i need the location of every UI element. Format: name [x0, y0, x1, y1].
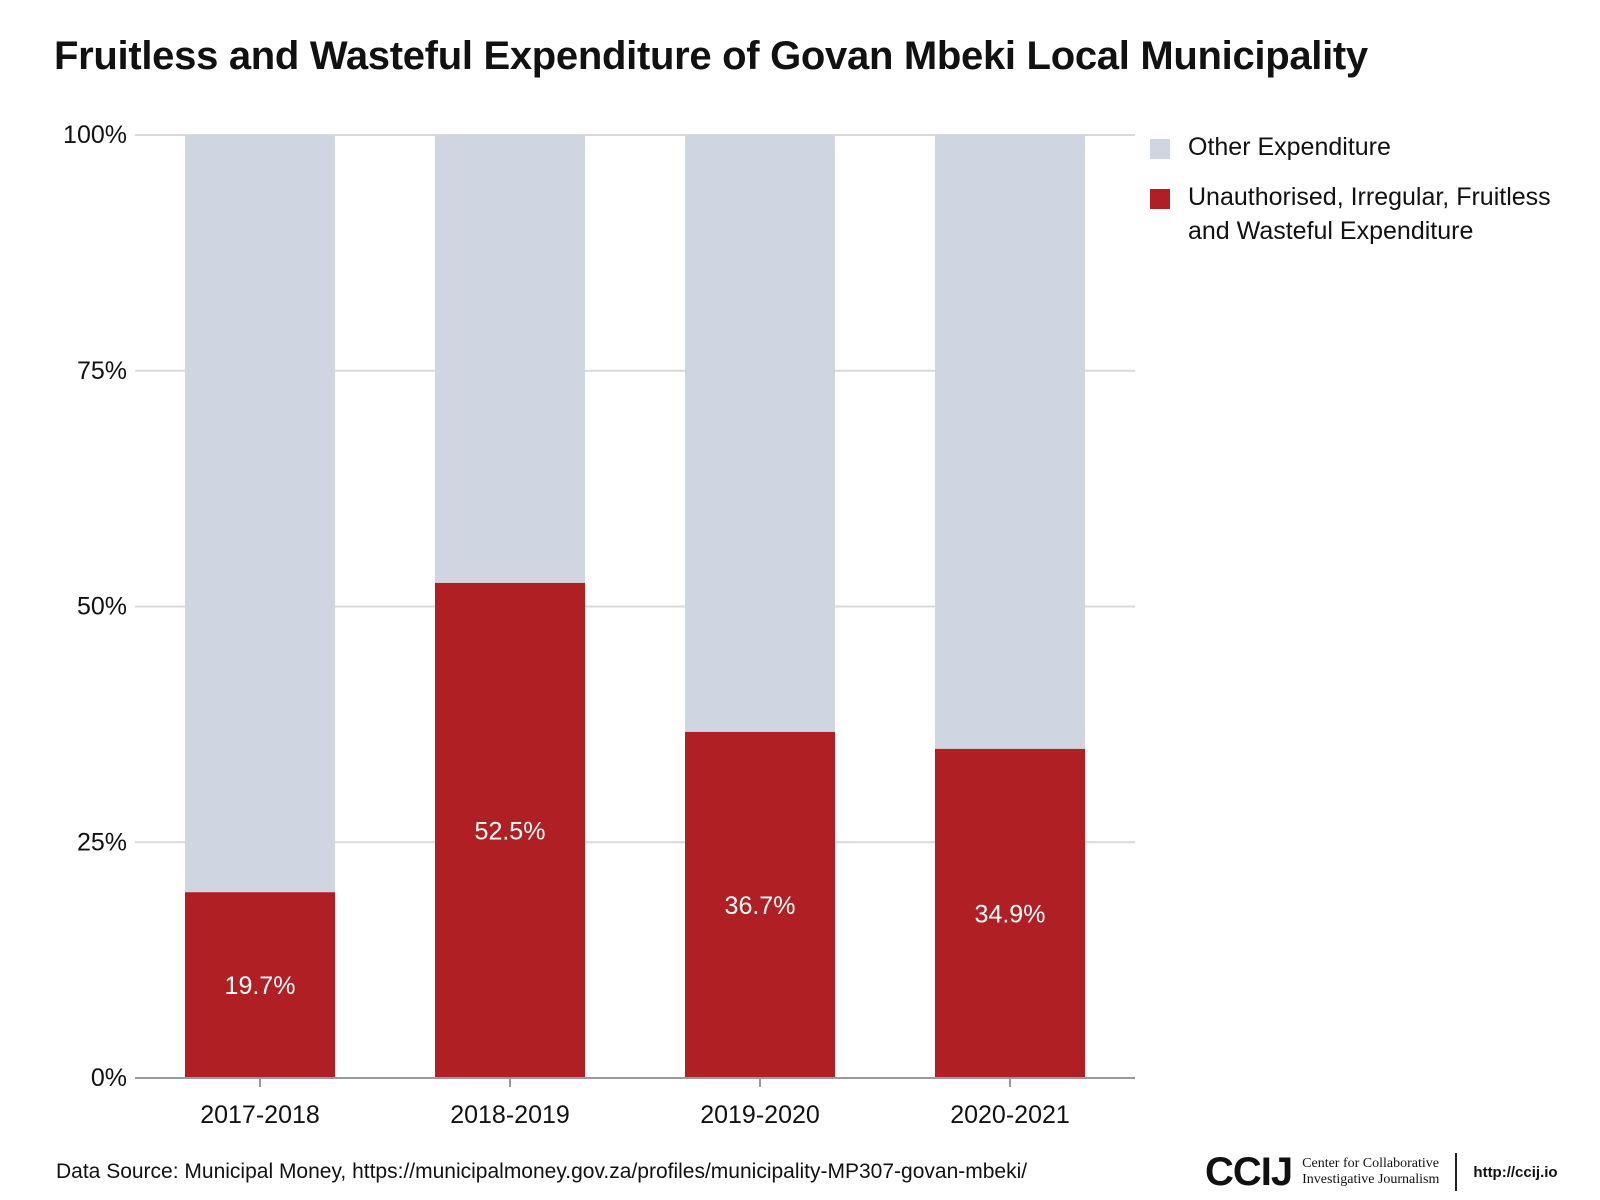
chart-title: Fruitless and Wasteful Expenditure of Go…	[54, 34, 1368, 78]
bar-unauthorised-expenditure	[435, 582, 585, 1078]
bar-unauthorised-expenditure	[185, 892, 335, 1078]
logo-line-1: Center for Collaborative	[1302, 1156, 1439, 1171]
bar-other-expenditure	[685, 135, 835, 732]
bar-value-label: 19.7%	[225, 972, 296, 1000]
legend-item-unauthorised: Unauthorised, Irregular, Fruitless and W…	[1150, 180, 1590, 248]
logo-divider	[1455, 1153, 1458, 1191]
logo-line-2: Investigative Journalism	[1302, 1172, 1440, 1187]
y-tick-label: 0%	[91, 1064, 127, 1092]
bar-other-expenditure	[935, 135, 1085, 749]
legend-label-unauthorised: Unauthorised, Irregular, Fruitless and W…	[1188, 183, 1551, 245]
x-tick-label: 2017-2018	[200, 1101, 320, 1129]
y-tick-label: 100%	[63, 121, 127, 149]
x-tick-label: 2020-2021	[950, 1101, 1070, 1129]
bar-unauthorised-expenditure	[685, 731, 835, 1078]
x-tick-label: 2018-2019	[450, 1101, 570, 1129]
legend: Other Expenditure Unauthorised, Irregula…	[1150, 130, 1590, 264]
legend-item-other: Other Expenditure	[1150, 130, 1590, 164]
bar-other-expenditure	[185, 135, 335, 893]
logo-text: Center for Collaborative Investigative J…	[1302, 1156, 1439, 1188]
bar-other-expenditure	[435, 135, 585, 583]
legend-swatch-other	[1150, 139, 1170, 159]
x-tick-label: 2019-2020	[700, 1101, 820, 1129]
logo-url: http://ccij.io	[1473, 1163, 1558, 1181]
bar-value-label: 36.7%	[725, 892, 796, 920]
legend-swatch-unauthorised	[1150, 189, 1170, 209]
bar-unauthorised-expenditure	[935, 748, 1085, 1078]
ccij-logo: CCIJ Center for Collaborative Investigat…	[1205, 1152, 1558, 1192]
logo-mark: CCIJ	[1205, 1150, 1293, 1194]
legend-label-other: Other Expenditure	[1188, 133, 1391, 161]
data-source-note: Data Source: Municipal Money, https://mu…	[56, 1160, 1028, 1183]
bar-value-label: 52.5%	[475, 817, 546, 845]
y-tick-label: 75%	[77, 357, 127, 385]
y-tick-label: 50%	[77, 593, 127, 621]
y-tick-label: 25%	[77, 828, 127, 856]
bar-value-label: 34.9%	[975, 900, 1046, 928]
